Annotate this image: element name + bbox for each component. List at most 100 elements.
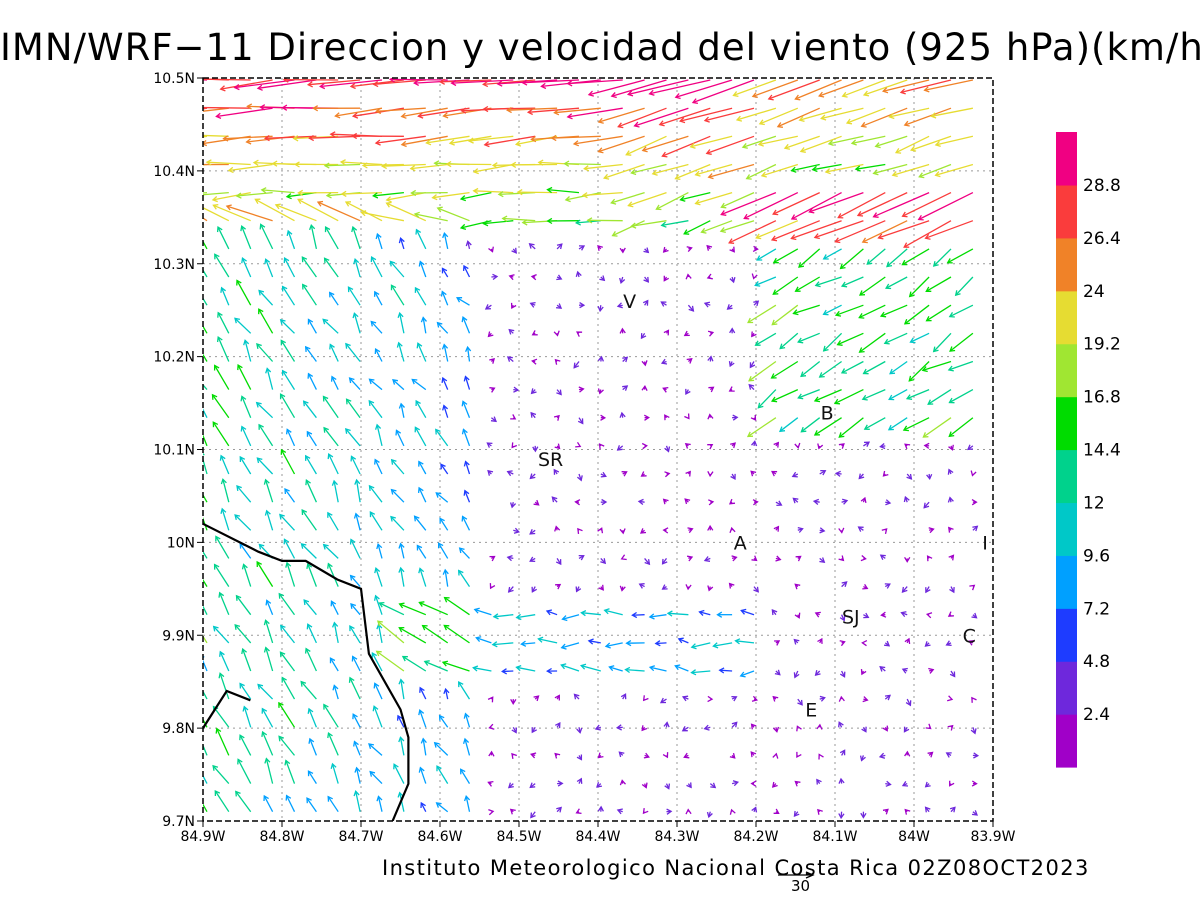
wind-vector xyxy=(654,640,667,647)
colorbar-label: 2.4 xyxy=(1083,705,1110,725)
wind-vector xyxy=(227,163,273,174)
wind-vector xyxy=(862,79,908,97)
wind-vector xyxy=(819,557,826,563)
wind-vector xyxy=(327,452,339,475)
wind-vector xyxy=(729,327,736,334)
wind-vector xyxy=(861,726,867,733)
wind-vector xyxy=(626,79,689,97)
wind-vector xyxy=(707,444,714,450)
wind-vector xyxy=(487,780,494,787)
wind-vector xyxy=(839,670,846,678)
wind-vector xyxy=(705,135,755,155)
wind-vector xyxy=(712,642,733,649)
wind-vector xyxy=(374,566,383,587)
wind-vector xyxy=(307,318,317,334)
wind-vector xyxy=(770,220,820,242)
y-tick-label: 9.8N xyxy=(162,721,195,737)
wind-vector xyxy=(580,610,601,617)
wind-vector xyxy=(400,135,448,148)
colorbar-label: 28.8 xyxy=(1083,176,1121,196)
wind-vector xyxy=(203,191,229,196)
wind-vector xyxy=(758,107,799,126)
wind-vector xyxy=(344,427,361,447)
wind-vector xyxy=(879,666,886,672)
wind-vector xyxy=(751,273,758,280)
x-tick-label: 83.9W xyxy=(970,829,1015,845)
wind-vector xyxy=(439,78,492,85)
wind-vector xyxy=(575,586,582,593)
wind-vector xyxy=(254,198,295,222)
wind-vector xyxy=(529,529,536,535)
wind-vector xyxy=(345,342,361,362)
wind-vector xyxy=(545,609,558,616)
wind-vector xyxy=(442,404,449,418)
wind-vector xyxy=(728,386,735,392)
wind-vector xyxy=(305,479,317,503)
wind-vector xyxy=(203,383,208,391)
wind-vector xyxy=(396,341,405,362)
wind-vector xyxy=(483,135,536,148)
wind-vector xyxy=(369,511,383,531)
wind-vector xyxy=(838,443,845,449)
wind-vector xyxy=(501,215,536,222)
wind-vector xyxy=(381,162,426,170)
wind-vector xyxy=(256,560,274,587)
wind-vector xyxy=(639,528,647,534)
wind-vector xyxy=(507,586,514,593)
wind-vector xyxy=(709,782,717,789)
wind-vector xyxy=(385,191,426,203)
axis-ticks: 84.9W 84.8W 84.7W 84.6W 84.5W 84.4W 84.3W 84.2W… xyxy=(153,71,1015,845)
wind-vector xyxy=(323,426,339,447)
wind-vector xyxy=(398,402,405,418)
wind-vector xyxy=(691,79,755,105)
wind-vector xyxy=(863,417,886,430)
colorbar-segment xyxy=(1056,184,1077,239)
wind-vector xyxy=(487,331,494,338)
wind-vector xyxy=(258,289,274,306)
wind-vector xyxy=(265,599,274,615)
wind-vector xyxy=(280,339,296,362)
wind-vector xyxy=(285,428,296,447)
wind-vector xyxy=(949,670,956,678)
wind-vector xyxy=(597,244,603,251)
wind-vector xyxy=(618,751,625,758)
wind-vector xyxy=(972,752,980,759)
wind-vector xyxy=(793,670,800,679)
wind-vector xyxy=(797,698,803,706)
wind-vector xyxy=(305,454,317,475)
wind-vector xyxy=(773,808,780,814)
wind-vector xyxy=(600,557,607,565)
wind-vector xyxy=(360,210,405,222)
wind-vector xyxy=(924,806,931,813)
wind-vector xyxy=(648,613,667,620)
wind-vector xyxy=(354,766,361,784)
wind-vector xyxy=(257,683,274,700)
wind-vector xyxy=(666,610,689,617)
wind-vector xyxy=(282,78,339,83)
wind-vector xyxy=(531,330,538,336)
wind-vector xyxy=(526,107,580,116)
wind-vector xyxy=(398,542,405,559)
wind-vector xyxy=(685,808,692,815)
wind-vector xyxy=(925,304,952,322)
wind-vector xyxy=(265,367,274,390)
wind-vector xyxy=(790,163,820,173)
wind-vector xyxy=(972,525,979,532)
wind-vector xyxy=(924,220,974,240)
wind-vector xyxy=(627,191,667,208)
wind-vector xyxy=(794,780,801,787)
wind-vector xyxy=(641,725,648,732)
wind-vector xyxy=(409,163,448,172)
wind-vector xyxy=(307,372,317,390)
wind-vector xyxy=(322,318,339,334)
wind-vector xyxy=(924,641,931,647)
wind-vector xyxy=(664,783,671,790)
wind-vector xyxy=(349,574,361,588)
wind-vector xyxy=(529,556,536,563)
wind-vector xyxy=(443,624,470,644)
wind-vector xyxy=(641,384,648,391)
wind-vector xyxy=(684,498,691,505)
wind-vector xyxy=(621,471,628,477)
wind-vector xyxy=(906,473,913,480)
